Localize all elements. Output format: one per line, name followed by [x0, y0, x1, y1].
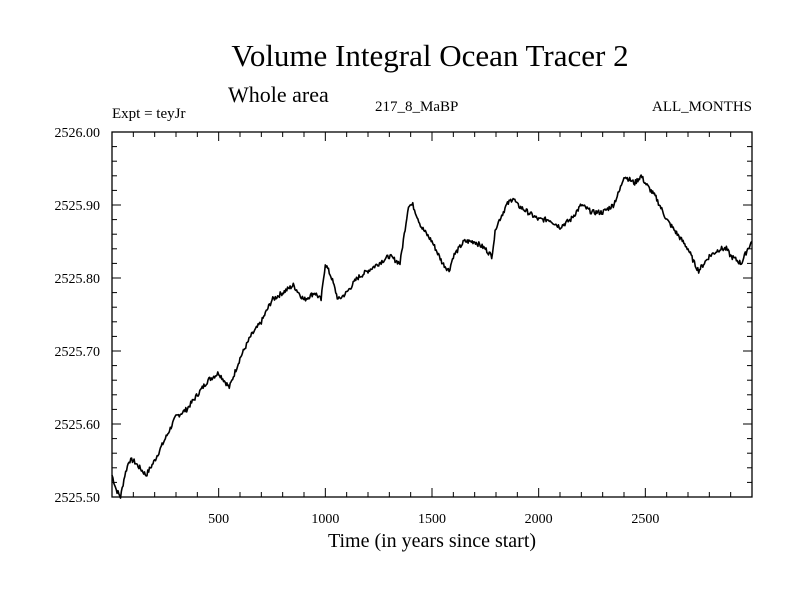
chart-title: Volume Integral Ocean Tracer 2 [231, 38, 629, 73]
x-tick-label: 500 [208, 512, 229, 527]
plot-frame [111, 131, 753, 498]
y-tick-label: 2525.50 [55, 491, 101, 506]
chart-subtitle: Whole area [228, 82, 329, 107]
axis-ticks [112, 131, 752, 498]
y-tick-label: 2525.80 [55, 272, 101, 287]
y-tick-label: 2525.60 [55, 418, 101, 433]
x-tick-label: 1500 [418, 512, 446, 527]
y-tick-label: 2526.00 [55, 126, 101, 141]
months-label: ALL_MONTHS [652, 99, 752, 115]
x-tick-label: 2500 [631, 512, 659, 527]
axis-tick-labels: 500 1000 1500 2000 2500 2525.50 2525.60 2525.70… [55, 126, 660, 527]
series-line [111, 174, 753, 499]
y-tick-label: 2525.90 [55, 199, 101, 214]
x-axis-label: Time (in years since start) [327, 530, 537, 552]
experiment-label: Expt = teyJr [112, 106, 186, 122]
x-tick-label: 2000 [525, 512, 553, 527]
y-tick-label: 2525.70 [55, 345, 101, 360]
x-tick-label: 1000 [311, 512, 339, 527]
run-label: 217_8_MaBP [375, 99, 459, 115]
